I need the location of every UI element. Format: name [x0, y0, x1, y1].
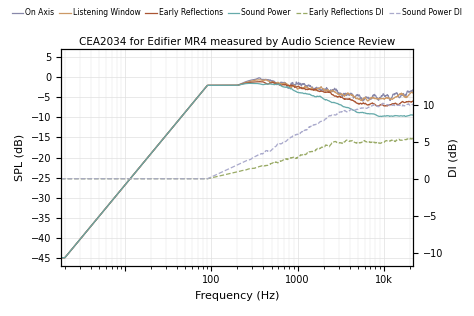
Listening Window — [213, 83, 219, 87]
Sound Power DI — [213, 173, 219, 177]
Early Reflections — [58, 256, 64, 260]
Sound Power DI — [300, 129, 306, 132]
Sound Power — [201, 88, 206, 92]
Early Reflections DI — [300, 153, 306, 156]
Early Reflections — [410, 100, 416, 103]
Sound Power DI — [201, 177, 206, 181]
Line: On Axis: On Axis — [61, 78, 413, 258]
Line: Early Reflections: Early Reflections — [61, 82, 413, 258]
Sound Power DI — [58, 177, 64, 181]
Listening Window — [201, 88, 206, 92]
Early Reflections DI — [94, 177, 100, 181]
Sound Power DI — [333, 113, 338, 117]
Early Reflections DI — [333, 140, 338, 143]
Sound Power — [94, 217, 100, 221]
Listening Window — [257, 78, 263, 82]
Early Reflections DI — [213, 175, 219, 179]
On Axis — [410, 89, 416, 93]
Sound Power — [333, 101, 339, 105]
Early Reflections — [339, 96, 345, 100]
Listening Window — [410, 91, 416, 95]
Listening Window — [339, 92, 345, 96]
Sound Power — [58, 256, 64, 260]
Early Reflections DI — [201, 177, 206, 181]
Legend: On Axis, Listening Window, Early Reflections, Sound Power, Early Reflections DI,: On Axis, Listening Window, Early Reflect… — [9, 5, 465, 21]
On Axis — [301, 82, 306, 86]
Sound Power DI — [339, 110, 345, 114]
Early Reflections DI — [410, 136, 416, 140]
Line: Listening Window: Listening Window — [61, 80, 413, 258]
Sound Power — [301, 92, 306, 95]
On Axis — [58, 256, 64, 260]
Early Reflections — [201, 88, 206, 92]
Y-axis label: SPL (dB): SPL (dB) — [15, 134, 25, 181]
Listening Window — [333, 91, 339, 95]
On Axis — [201, 88, 206, 92]
Sound Power DI — [410, 102, 416, 106]
Early Reflections DI — [58, 177, 64, 181]
Y-axis label: DI (dB): DI (dB) — [449, 138, 459, 177]
Line: Sound Power DI: Sound Power DI — [61, 103, 413, 179]
Early Reflections — [333, 94, 339, 98]
Listening Window — [58, 256, 64, 260]
Sound Power DI — [380, 101, 386, 105]
Sound Power DI — [94, 177, 100, 181]
Early Reflections DI — [339, 142, 345, 145]
Line: Early Reflections DI: Early Reflections DI — [61, 138, 413, 179]
Listening Window — [301, 86, 306, 90]
Sound Power — [410, 113, 416, 117]
On Axis — [94, 217, 100, 221]
Sound Power — [213, 83, 219, 87]
X-axis label: Frequency (Hz): Frequency (Hz) — [195, 291, 279, 301]
Early Reflections — [301, 87, 306, 90]
Early Reflections — [213, 83, 219, 87]
Line: Sound Power: Sound Power — [61, 83, 413, 258]
Sound Power — [339, 104, 345, 108]
Listening Window — [94, 217, 100, 221]
Early Reflections — [94, 217, 100, 221]
Title: CEA2034 for Edifier MR4 measured by Audio Science Review: CEA2034 for Edifier MR4 measured by Audi… — [79, 37, 395, 47]
On Axis — [339, 94, 345, 98]
On Axis — [213, 83, 219, 87]
On Axis — [256, 76, 262, 80]
Early Reflections — [257, 80, 263, 83]
Sound Power — [247, 82, 253, 85]
On Axis — [333, 88, 339, 92]
